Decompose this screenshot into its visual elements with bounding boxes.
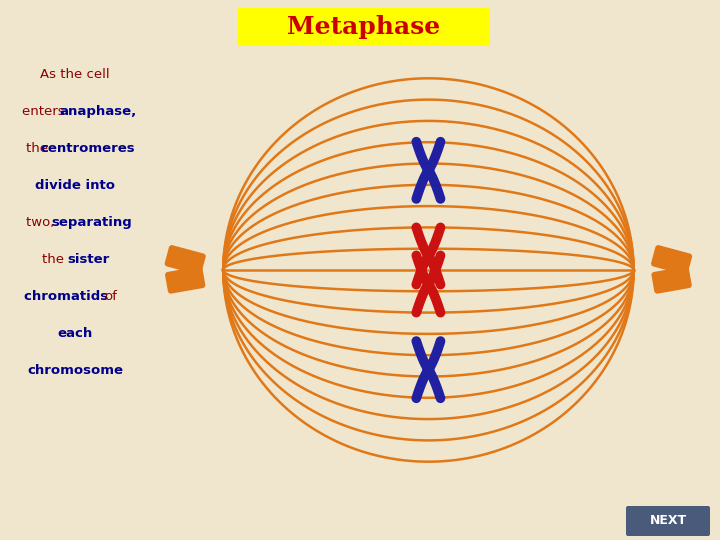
FancyBboxPatch shape: [652, 266, 692, 294]
FancyBboxPatch shape: [165, 266, 205, 294]
FancyBboxPatch shape: [165, 245, 206, 275]
Text: chromosome: chromosome: [27, 364, 123, 377]
Text: As the cell: As the cell: [40, 68, 110, 81]
Text: Metaphase: Metaphase: [287, 15, 441, 39]
Text: separating: separating: [51, 216, 132, 229]
FancyBboxPatch shape: [423, 249, 434, 263]
Text: divide into: divide into: [35, 179, 115, 192]
Text: anaphase,: anaphase,: [59, 105, 136, 118]
FancyBboxPatch shape: [423, 363, 434, 376]
Text: of: of: [104, 290, 117, 303]
Text: enters: enters: [22, 105, 69, 118]
Text: two,: two,: [26, 216, 59, 229]
Text: centromeres: centromeres: [41, 142, 135, 155]
Text: NEXT: NEXT: [649, 515, 687, 528]
Text: the: the: [26, 142, 53, 155]
Text: sister: sister: [67, 253, 109, 266]
FancyBboxPatch shape: [423, 164, 434, 177]
FancyBboxPatch shape: [423, 277, 434, 291]
FancyBboxPatch shape: [238, 8, 490, 46]
FancyBboxPatch shape: [651, 245, 692, 275]
Text: chromatids: chromatids: [24, 290, 113, 303]
Text: the: the: [42, 253, 68, 266]
FancyBboxPatch shape: [626, 506, 710, 536]
Text: each: each: [58, 327, 93, 340]
